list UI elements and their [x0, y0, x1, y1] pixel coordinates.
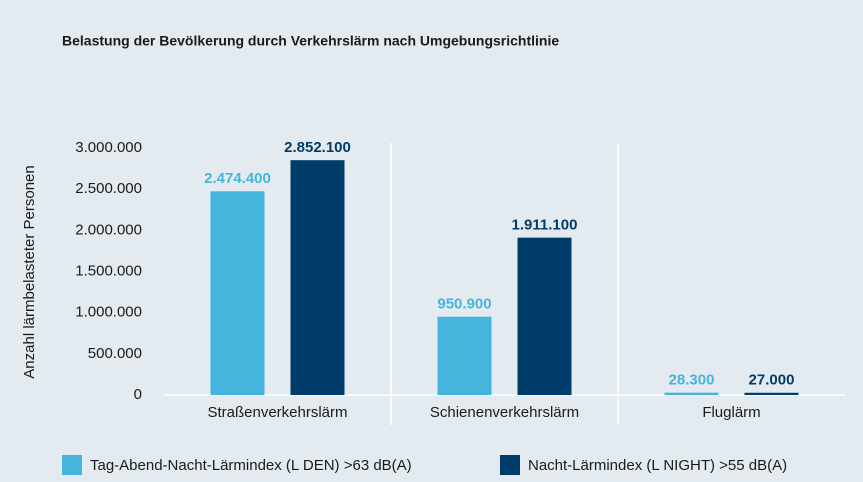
value-label: 2.474.400: [204, 170, 271, 187]
legend-label: Tag-Abend-Nacht-Lärmindex (L DEN) >63 dB…: [90, 457, 412, 474]
value-label: 950.900: [437, 296, 491, 313]
y-tick-label: 1.500.000: [75, 262, 142, 279]
value-label: 1.911.100: [512, 217, 578, 234]
y-tick-label: 2.500.000: [75, 180, 142, 197]
y-tick-label: 500.000: [88, 345, 142, 362]
y-tick-label: 1.000.000: [75, 304, 142, 321]
x-tick-label: Fluglärm: [702, 404, 760, 421]
bar: [517, 237, 572, 395]
chart-title: Belastung der Bevölkerung durch Verkehrs…: [62, 33, 559, 49]
y-tick-label: 0: [134, 386, 142, 403]
x-tick-label: Schienenverkehrslärm: [430, 404, 579, 421]
value-label: 27.000: [749, 372, 795, 389]
legend-swatch: [62, 455, 82, 475]
legend-label: Nacht-Lärmindex (L NIGHT) >55 dB(A): [528, 457, 787, 474]
bar: [437, 316, 492, 395]
y-axis-label: Anzahl lärmbelasteter Personen: [21, 165, 38, 378]
value-label: 2.852.100: [284, 139, 351, 156]
y-tick-label: 2.000.000: [75, 221, 142, 238]
x-tick-label: Straßenverkehrslärm: [207, 404, 347, 421]
value-label: 28.300: [669, 372, 715, 389]
bar: [290, 160, 345, 395]
legend-swatch: [500, 455, 520, 475]
bar: [744, 392, 799, 395]
bar: [210, 191, 265, 395]
y-tick-label: 3.000.000: [75, 139, 142, 156]
bar: [664, 392, 719, 395]
